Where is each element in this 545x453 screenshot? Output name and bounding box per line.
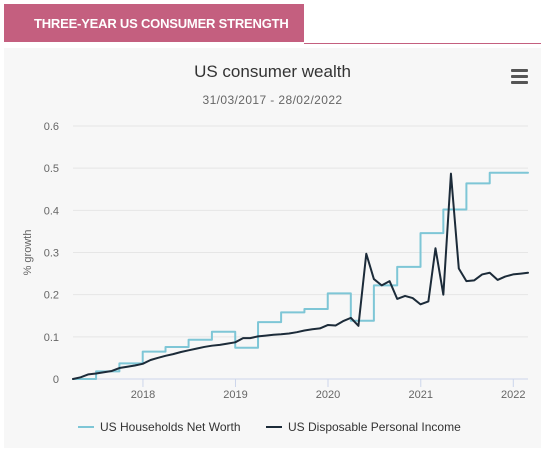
legend-layer: US Households Net Worth US Disposable Per…: [78, 420, 461, 434]
x-tick-label: 2018: [131, 389, 155, 401]
x-tick-label: 2022: [501, 389, 525, 401]
header-tab: THREE-YEAR US CONSUMER STRENGTH: [4, 4, 304, 42]
legend-label: US Disposable Personal Income: [288, 420, 461, 434]
y-tick-label: 0.3: [44, 248, 59, 260]
y-tick-label: 0.4: [44, 205, 59, 217]
x-tick-label: 2021: [409, 389, 433, 401]
hamburger-menu-icon[interactable]: [507, 66, 531, 88]
line-chart: 0 0.1 0.2 0.3 0.4 0.5 0.6 2018 2019 2020 2021 2022%…: [22, 121, 529, 434]
series-line-disposable-income: [72, 172, 529, 380]
y-tick-label: 0.6: [44, 121, 59, 133]
y-tick-label: 0.1: [44, 332, 59, 344]
legend-label: US Households Net Worth: [100, 420, 241, 434]
y-tick-label: 0.2: [44, 290, 59, 302]
y-tick-label: 0: [53, 374, 59, 386]
x-tick-label: 2019: [223, 389, 247, 401]
header-divider: [304, 43, 541, 44]
series-line-net-worth: [72, 171, 529, 380]
grid-layer: [73, 125, 528, 380]
chart-panel: [4, 48, 541, 448]
header-tab-label: THREE-YEAR US CONSUMER STRENGTH: [34, 16, 289, 31]
chart-subtitle: 31/03/2017 - 28/02/2022: [202, 93, 343, 107]
chart-title: US consumer wealth: [194, 62, 351, 81]
y-axis-title: % growth: [22, 230, 34, 276]
chart-container: US consumer wealth 31/03/2017 - 28/02/20…: [4, 48, 541, 448]
series-layer: [72, 171, 529, 380]
y-tick-label: 0.5: [44, 163, 59, 175]
axis-layer: 0 0.1 0.2 0.3 0.4 0.5 0.6 2018 2019 2020 2021 2022%…: [22, 121, 526, 401]
x-tick-label: 2020: [316, 389, 340, 401]
